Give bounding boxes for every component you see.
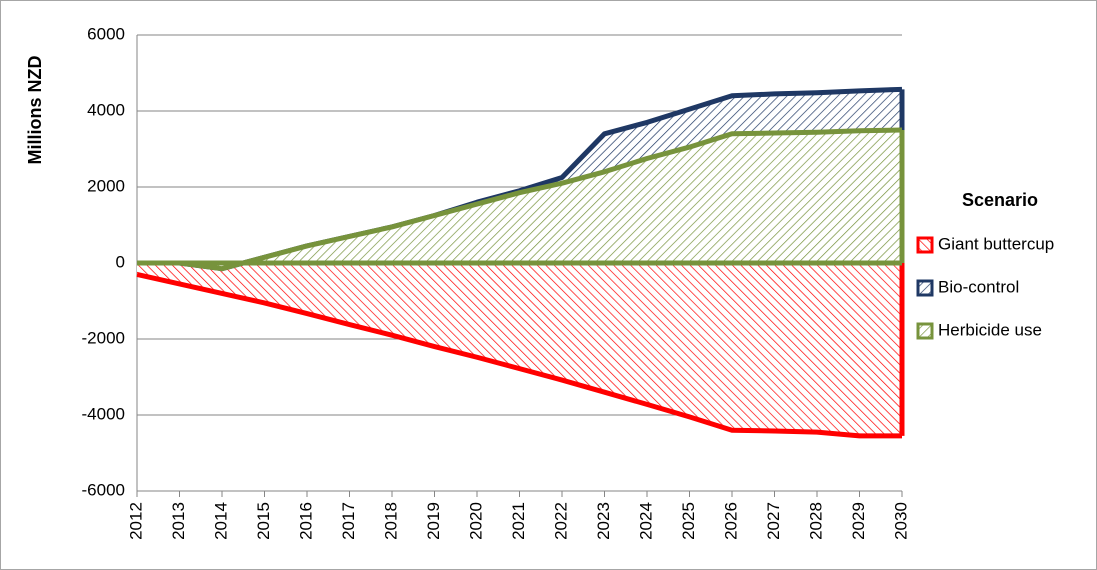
x-tick-label: 2028 bbox=[806, 502, 825, 540]
legend-label: Bio-control bbox=[938, 277, 1019, 296]
area bbox=[137, 263, 902, 436]
y-tick-label: 0 bbox=[116, 252, 125, 271]
x-tick-label: 2029 bbox=[849, 502, 868, 540]
y-tick-label: -4000 bbox=[82, 404, 125, 423]
x-tick-label: 2027 bbox=[764, 502, 783, 540]
x-tick-label: 2017 bbox=[339, 502, 358, 540]
legend-swatch bbox=[916, 236, 934, 254]
x-tick-label: 2025 bbox=[679, 502, 698, 540]
y-tick-label: 2000 bbox=[87, 176, 125, 195]
x-tick-label: 2030 bbox=[891, 502, 910, 540]
legend-label: Herbicide use bbox=[938, 320, 1042, 339]
y-axis-label: Millions NZD bbox=[25, 56, 45, 165]
x-tick-label: 2016 bbox=[296, 502, 315, 540]
x-tick-label: 2023 bbox=[594, 502, 613, 540]
x-tick-label: 2018 bbox=[381, 502, 400, 540]
x-tick-label: 2020 bbox=[466, 502, 485, 540]
y-tick-label: 4000 bbox=[87, 100, 125, 119]
x-tick-label: 2014 bbox=[211, 502, 230, 540]
x-tick-label: 2015 bbox=[254, 502, 273, 540]
x-tick-label: 2019 bbox=[424, 502, 443, 540]
x-tick-label: 2012 bbox=[126, 502, 145, 540]
x-tick-label: 2022 bbox=[551, 502, 570, 540]
legend-title: Scenario bbox=[962, 190, 1038, 210]
y-tick-label: -2000 bbox=[82, 328, 125, 347]
y-tick-label: -6000 bbox=[82, 480, 125, 499]
legend-swatch bbox=[916, 322, 934, 340]
area-line bbox=[136, 271, 902, 439]
legend-swatch bbox=[916, 279, 934, 297]
x-tick-label: 2026 bbox=[721, 502, 740, 540]
x-tick-label: 2024 bbox=[636, 502, 655, 540]
x-tick-label: 2013 bbox=[169, 502, 188, 540]
y-tick-label: 6000 bbox=[87, 24, 125, 43]
x-tick-label: 2021 bbox=[509, 502, 528, 540]
legend-label: Giant buttercup bbox=[938, 234, 1054, 253]
area bbox=[137, 130, 902, 269]
area-line bbox=[137, 127, 903, 272]
